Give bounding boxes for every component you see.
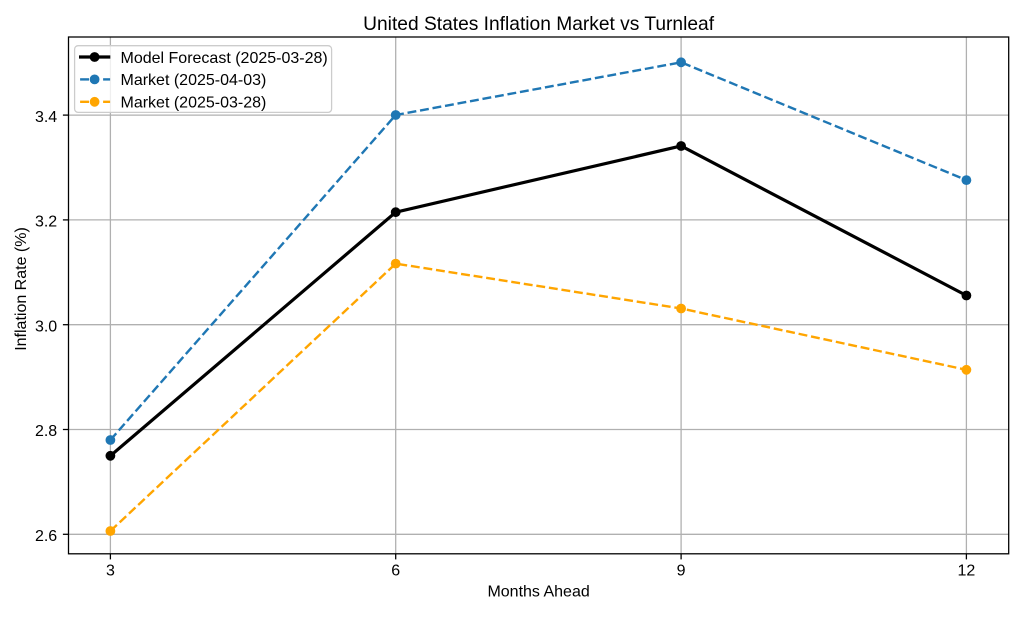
svg-text:Inflation Rate (%): Inflation Rate (%)	[13, 227, 30, 351]
svg-text:2.8: 2.8	[35, 423, 57, 440]
svg-text:2.6: 2.6	[35, 528, 57, 545]
svg-text:Months Ahead: Months Ahead	[487, 583, 589, 600]
svg-text:6: 6	[391, 563, 400, 580]
svg-text:9: 9	[677, 563, 686, 580]
svg-text:United States Inflation Market: United States Inflation Market vs Turnle…	[363, 14, 715, 35]
svg-text:12: 12	[958, 563, 976, 580]
svg-text:Market (2025-04-03): Market (2025-04-03)	[121, 72, 267, 89]
svg-text:3: 3	[106, 563, 115, 580]
svg-text:Model Forecast (2025-03-28): Model Forecast (2025-03-28)	[121, 50, 328, 67]
svg-text:Market (2025-03-28): Market (2025-03-28)	[121, 95, 267, 112]
svg-text:3.4: 3.4	[35, 109, 57, 126]
svg-text:3.0: 3.0	[35, 318, 57, 335]
svg-text:3.2: 3.2	[35, 214, 57, 231]
